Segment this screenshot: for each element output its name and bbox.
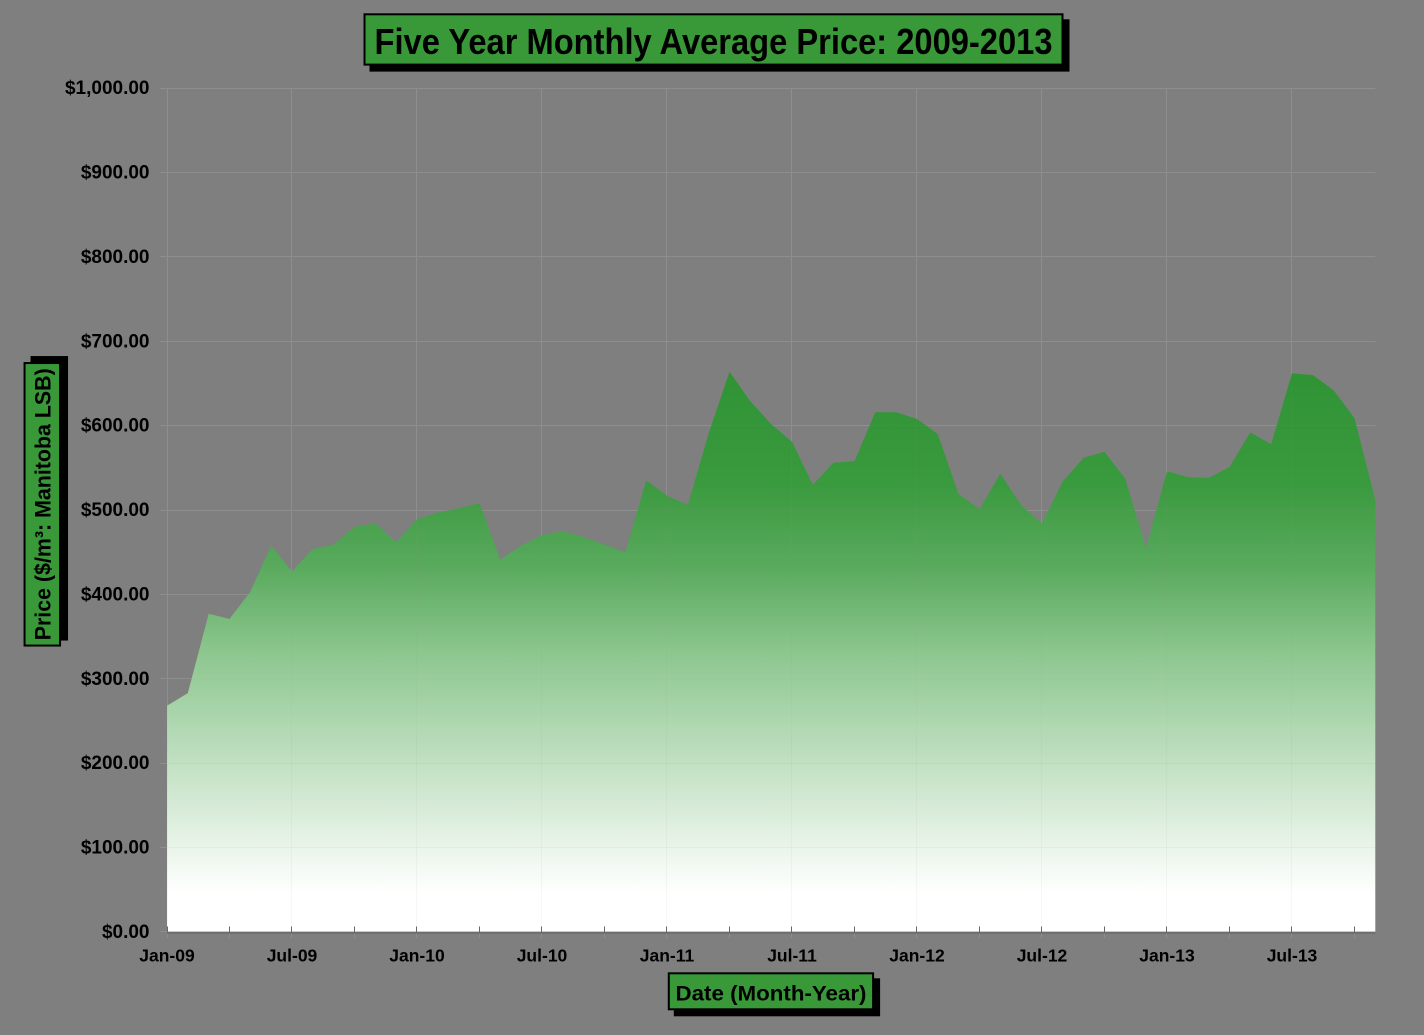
svg-text:$500.00: $500.00 — [81, 500, 150, 521]
svg-text:$800.00: $800.00 — [81, 247, 150, 268]
svg-text:Jan-10: Jan-10 — [389, 946, 445, 966]
svg-text:Jul-10: Jul-10 — [517, 946, 568, 966]
svg-text:Jul-09: Jul-09 — [267, 946, 318, 966]
svg-text:Jan-12: Jan-12 — [889, 946, 945, 966]
svg-text:$900.00: $900.00 — [81, 163, 150, 184]
svg-text:Jul-13: Jul-13 — [1267, 946, 1318, 966]
svg-text:$0.00: $0.00 — [102, 922, 150, 943]
svg-text:$400.00: $400.00 — [81, 584, 150, 605]
svg-text:Jan-13: Jan-13 — [1139, 946, 1195, 966]
svg-text:$100.00: $100.00 — [81, 838, 150, 859]
svg-text:Jul-11: Jul-11 — [767, 946, 817, 966]
svg-text:$200.00: $200.00 — [81, 753, 150, 774]
svg-text:$600.00: $600.00 — [81, 416, 150, 437]
svg-text:Date (Month-Year): Date (Month-Year) — [676, 983, 867, 1006]
svg-text:Jan-09: Jan-09 — [139, 946, 195, 966]
svg-text:Jan-11: Jan-11 — [640, 946, 695, 966]
svg-text:Price ($/m³: Manitoba LSB): Price ($/m³: Manitoba LSB) — [30, 368, 55, 640]
svg-text:Jul-12: Jul-12 — [1017, 946, 1068, 966]
svg-text:$300.00: $300.00 — [81, 669, 150, 690]
svg-text:$1,000.00: $1,000.00 — [65, 78, 150, 99]
svg-text:Five Year Monthly Average Pric: Five Year Monthly Average Price: 2009-20… — [375, 21, 1053, 62]
svg-text:$700.00: $700.00 — [81, 331, 150, 352]
